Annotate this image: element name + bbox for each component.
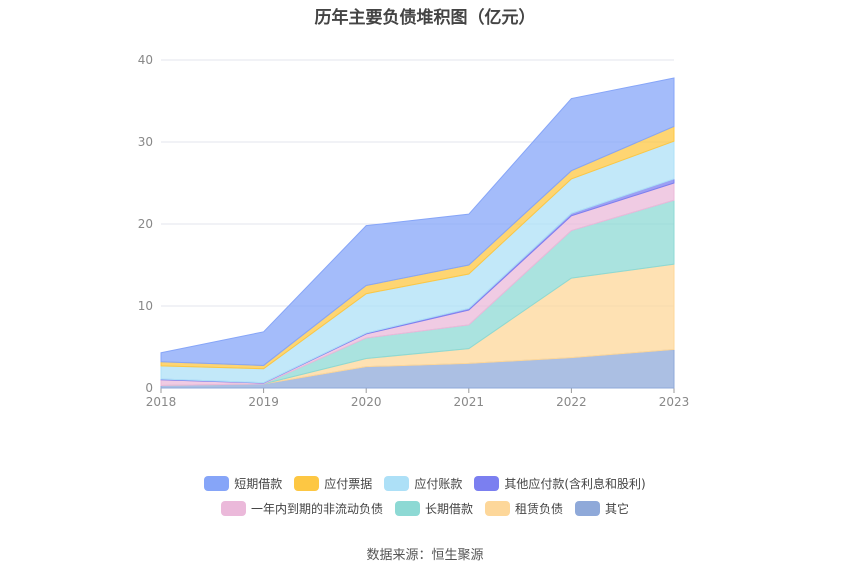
legend-item[interactable]: 一年内到期的非流动负债 (220, 500, 383, 517)
x-tick-label: 2020 (351, 395, 382, 409)
y-tick-label: 0 (145, 381, 153, 395)
y-tick-label: 20 (138, 217, 153, 231)
legend-swatch (220, 500, 246, 516)
legend-label: 应付票据 (324, 476, 373, 491)
legend-swatch (294, 475, 320, 491)
legend-row-2: 一年内到期的非流动负债 长期借款 租赁负债 其它 (0, 497, 850, 519)
legend-label: 租赁负债 (515, 501, 564, 516)
chart-title: 历年主要负债堆积图（亿元） (314, 8, 536, 28)
legend-item[interactable]: 其他应付款(含利息和股利) (474, 475, 646, 492)
y-tick-label: 10 (138, 299, 153, 313)
data-source-note: 数据来源：恒生聚源 (366, 548, 484, 563)
area-series (160, 77, 675, 366)
legend-swatch (384, 475, 410, 491)
legend-swatch (474, 475, 500, 491)
legend-label: 一年内到期的非流动负债 (250, 501, 383, 516)
legend-label: 其它 (605, 501, 630, 516)
legend-swatch (485, 500, 510, 516)
legend-label: 长期借款 (424, 501, 473, 516)
legend-item[interactable]: 其它 (575, 500, 629, 517)
legend-swatch (575, 500, 601, 516)
legend-item[interactable]: 短期借款 (204, 475, 282, 492)
legend-label: 应付账款 (414, 476, 463, 491)
chart-legend: 短期借款 应付票据 应付账款 其他应付款(含利息和股利) 一年内到期的非流动负债 长期借… (0, 472, 850, 522)
x-tick-label: 2018 (146, 395, 177, 409)
x-tick-label: 2021 (454, 395, 485, 409)
y-tick-label: 40 (138, 53, 153, 67)
stacked-area-chart: 0 10 20 30 40 2018 2019 2020 2021 2022 2023 (138, 53, 690, 409)
legend-item[interactable]: 租赁负债 (485, 500, 563, 517)
legend-label: 短期借款 (234, 476, 283, 491)
x-tick-label: 2022 (556, 395, 587, 409)
legend-swatch (204, 475, 230, 491)
y-tick-label: 30 (138, 135, 153, 149)
legend-swatch (394, 500, 420, 516)
legend-label: 其他应付款(含利息和股利) (504, 476, 646, 491)
legend-row-1: 短期借款 应付票据 应付账款 其他应付款(含利息和股利) (0, 472, 850, 494)
legend-item[interactable]: 应付账款 (384, 475, 462, 492)
x-tick-label: 2019 (248, 395, 279, 409)
x-tick-label: 2023 (659, 395, 690, 409)
legend-item[interactable]: 长期借款 (394, 500, 473, 517)
legend-item[interactable]: 应付票据 (294, 475, 372, 492)
